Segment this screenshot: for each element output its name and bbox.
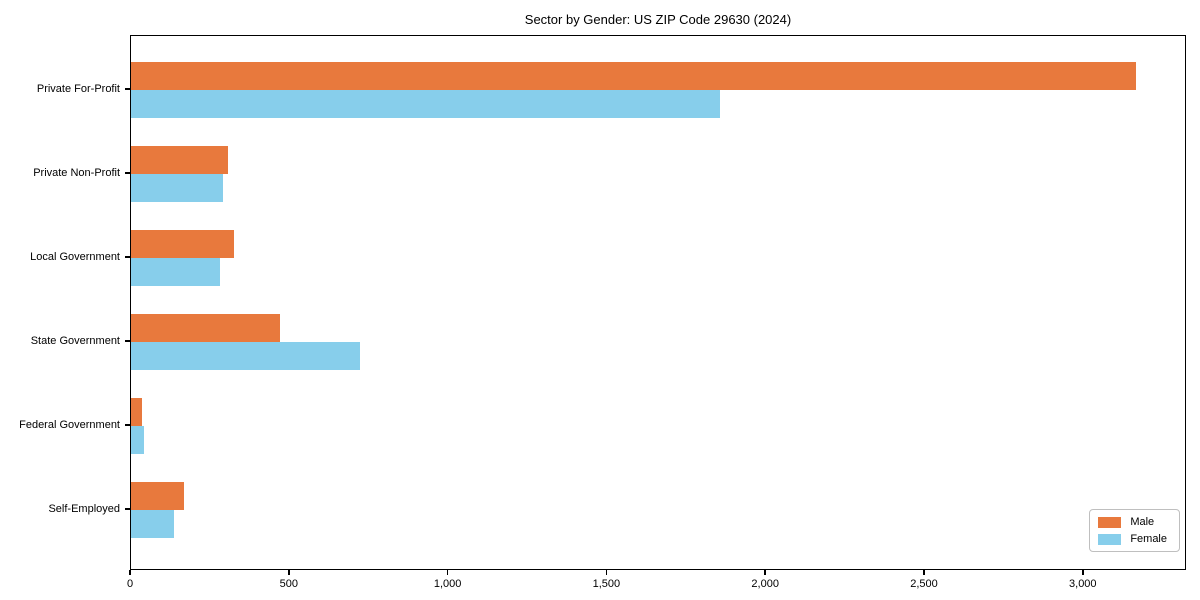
x-tick-mark (923, 570, 925, 575)
y-tick-label: Local Government (30, 251, 120, 263)
bar-female-2 (131, 258, 220, 286)
legend-entry-male: Male (1098, 516, 1167, 528)
y-tick-mark (125, 172, 130, 174)
legend-swatch-icon (1098, 516, 1122, 528)
y-tick-label: Private Non-Profit (33, 167, 120, 179)
legend-label: Male (1130, 516, 1155, 528)
plot-area: Male Female (130, 35, 1186, 570)
y-tick-mark (125, 508, 130, 510)
legend-label: Female (1130, 533, 1167, 545)
x-tick-label: 2,000 (751, 578, 779, 590)
y-tick-label: Self-Employed (48, 503, 120, 515)
x-tick-mark (129, 570, 131, 575)
bar-female-3 (131, 342, 360, 370)
bar-female-1 (131, 174, 224, 202)
x-tick-label: 1,000 (433, 578, 462, 590)
x-tick-label: 1,500 (592, 578, 621, 590)
x-tick-label: 500 (279, 578, 298, 590)
bar-female-4 (131, 426, 144, 454)
legend: Male Female (1089, 509, 1180, 552)
y-tick-label: Federal Government (19, 419, 120, 431)
y-tick-label: Private For-Profit (36, 83, 120, 95)
bar-male-5 (131, 482, 184, 510)
bar-female-5 (131, 510, 174, 538)
x-axis: 0 500 1,000 1,500 2,000 2,500 3,000 (126, 570, 1186, 600)
x-tick-label: 0 (126, 578, 134, 590)
y-tick-mark (125, 340, 130, 342)
x-tick-mark (446, 570, 449, 575)
x-tick-mark (764, 570, 766, 575)
legend-swatch-icon (1098, 533, 1122, 545)
bar-male-3 (131, 314, 281, 342)
bar-female-0 (131, 90, 721, 118)
bar-male-2 (131, 230, 235, 258)
x-tick-mark (288, 570, 290, 575)
x-tick-label: 2,500 (910, 578, 938, 590)
y-tick-mark (125, 256, 130, 258)
bar-male-0 (131, 62, 1137, 90)
x-tick-mark (605, 570, 608, 575)
bar-male-4 (131, 398, 143, 426)
y-tick-mark (125, 88, 130, 90)
x-tick-mark (1082, 570, 1084, 575)
y-axis: Private For-Profit Private Non-Profit Loca… (0, 35, 130, 570)
bar-male-1 (131, 146, 228, 174)
chart-title: Sector by Gender: US ZIP Code 29630 (202… (524, 12, 792, 27)
y-tick-mark (125, 424, 130, 426)
y-tick-label: State Government (30, 335, 120, 347)
legend-entry-female: Female (1098, 533, 1167, 545)
x-tick-label: 3,000 (1069, 578, 1097, 590)
